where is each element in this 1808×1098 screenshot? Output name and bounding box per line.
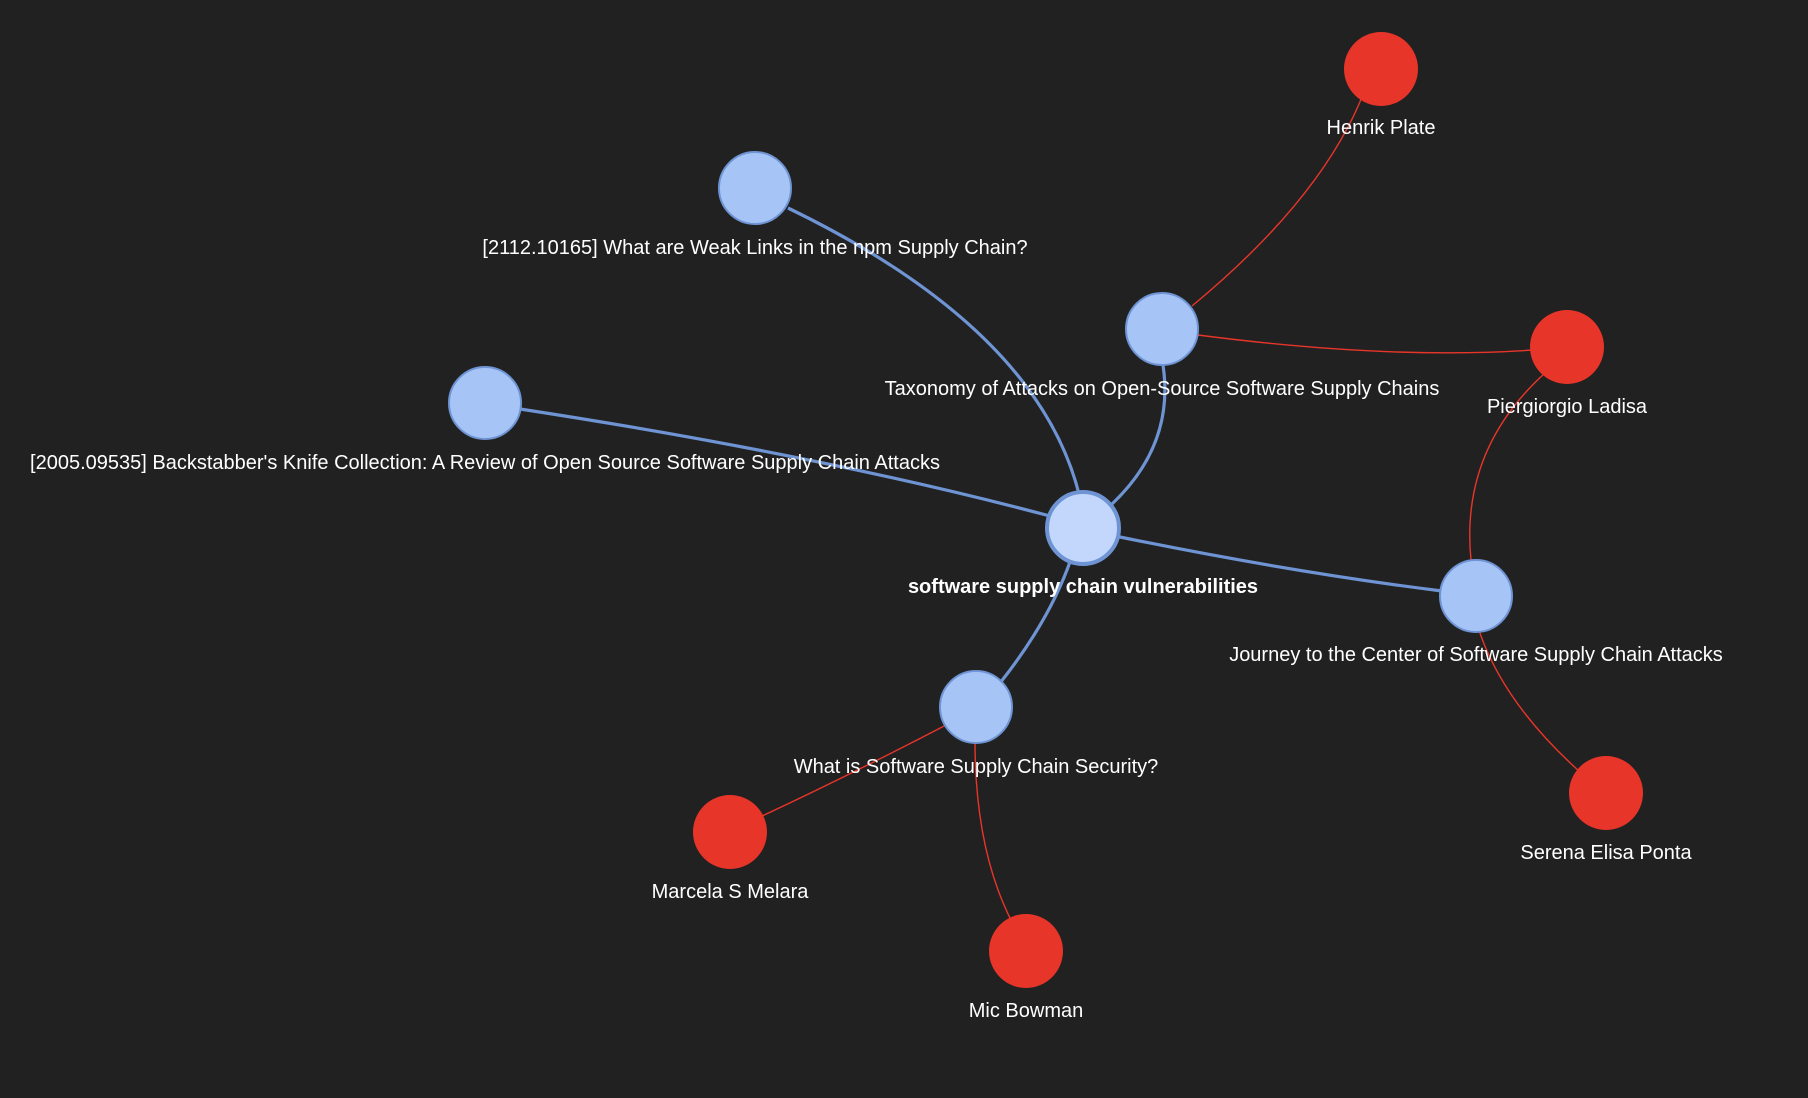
paper-node-p1[interactable]: [718, 151, 792, 225]
edge-p4-a3: [1476, 623, 1581, 773]
paper-node-p3[interactable]: [448, 366, 522, 440]
root-label: software supply chain vulnerabilities: [908, 576, 1258, 598]
edge-p4-a2: [1469, 372, 1546, 561]
author-node-a2[interactable]: [1530, 310, 1604, 384]
edge-p2-a1: [1191, 96, 1363, 307]
author-label-a5: Mic Bowman: [969, 1000, 1083, 1022]
paper-label-p3: [2005.09535] Backstabber's Knife Collect…: [30, 452, 940, 474]
author-label-a3: Serena Elisa Ponta: [1520, 842, 1692, 864]
paper-label-p2: Taxonomy of Attacks on Open-Source Softw…: [885, 378, 1440, 400]
paper-label-p1: [2112.10165] What are Weak Links in the …: [482, 237, 1027, 259]
edge-p2-a2: [1197, 334, 1534, 354]
edge-root-p3: [519, 407, 1051, 518]
label-layer: [2112.10165] What are Weak Links in the …: [30, 117, 1723, 1022]
paper-label-p5: What is Software Supply Chain Security?: [794, 756, 1159, 778]
author-label-a2: Piergiorgio Ladisa: [1487, 396, 1648, 418]
author-label-a4: Marcela S Melara: [652, 881, 810, 903]
author-node-a4[interactable]: [693, 795, 767, 869]
paper-node-layer: [448, 151, 1513, 744]
author-node-a5[interactable]: [989, 914, 1063, 988]
edge-root-p4: [1114, 534, 1443, 593]
author-node-a1[interactable]: [1344, 32, 1418, 106]
paper-node-p5[interactable]: [939, 670, 1013, 744]
paper-label-p4: Journey to the Center of Software Supply…: [1229, 644, 1723, 666]
edge-p5-a4: [759, 723, 949, 818]
author-node-a3[interactable]: [1569, 756, 1643, 830]
root-node[interactable]: [1045, 490, 1121, 566]
paper-node-p4[interactable]: [1439, 559, 1513, 633]
edge-root-p2: [1109, 364, 1167, 507]
author-label-a1: Henrik Plate: [1327, 117, 1436, 139]
author-node-layer: [693, 32, 1643, 988]
paper-node-p2[interactable]: [1125, 292, 1199, 366]
edge-root-p5: [998, 558, 1073, 684]
edge-layer: [519, 96, 1581, 923]
edge-root-p1: [787, 206, 1082, 499]
edge-p5-a5: [974, 740, 1013, 923]
